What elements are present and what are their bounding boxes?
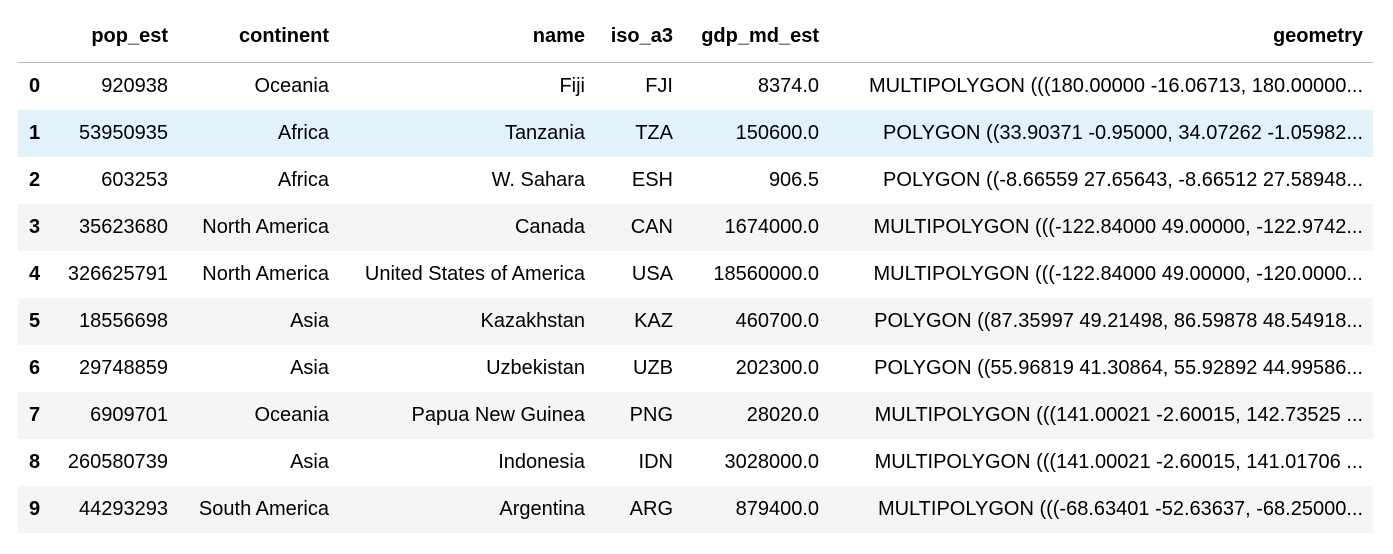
table-cell: FJI <box>645 75 673 97</box>
table-cell: MULTIPOLYGON (((180.00000 -16.06713, 180… <box>869 75 1363 97</box>
table-cell: 150600.0 <box>735 122 819 144</box>
table-cell: 29748859 <box>79 357 168 379</box>
table-cell: Africa <box>277 122 329 144</box>
table-cell: Asia <box>290 310 329 332</box>
table-cell: TZA <box>635 122 673 144</box>
table-cell: 920938 <box>101 75 168 97</box>
table-cell: PNG <box>629 404 673 426</box>
column-header: pop_est <box>55 10 178 63</box>
row-index: 6 <box>29 357 41 379</box>
table-cell: 879400.0 <box>735 498 819 520</box>
table-cell: Indonesia <box>498 451 585 473</box>
column-header: geometry <box>829 10 1373 63</box>
table-cell: 1674000.0 <box>724 216 819 238</box>
table-cell: Oceania <box>254 404 330 426</box>
table-cell: 53950935 <box>79 122 168 144</box>
table-cell: 906.5 <box>768 169 819 191</box>
row-index: 1 <box>29 122 41 144</box>
table-cell: 18560000.0 <box>713 263 819 285</box>
table-cell: North America <box>202 263 329 285</box>
table-cell: Asia <box>290 451 329 473</box>
table-cell: 3028000.0 <box>724 451 819 473</box>
table-cell: 603253 <box>101 169 168 191</box>
table-row: 4 326625791 North America United States of … <box>18 251 1373 298</box>
table-row: 3 35623680 North America Canada CAN 1674000.0… <box>18 204 1373 251</box>
table-cell: 28020.0 <box>746 404 819 426</box>
table-cell: Fiji <box>559 75 585 97</box>
table-cell: ARG <box>629 498 673 520</box>
table-cell: Oceania <box>254 75 330 97</box>
table-cell: POLYGON ((33.90371 -0.95000, 34.07262 -1… <box>883 122 1363 144</box>
table-cell: Kazakhstan <box>480 310 585 332</box>
table-cell: Africa <box>277 169 329 191</box>
table-row: 5 18556698 Asia Kazakhstan KAZ 460700.0 POLYGO… <box>18 298 1373 345</box>
table-cell: MULTIPOLYGON (((141.00021 -2.60015, 141.… <box>874 451 1363 473</box>
table-cell: ESH <box>631 169 673 191</box>
row-index: 8 <box>29 451 41 473</box>
table-cell: Papua New Guinea <box>411 404 585 426</box>
column-header: continent <box>178 10 339 63</box>
row-index: 7 <box>29 404 41 426</box>
table-cell: 202300.0 <box>735 357 819 379</box>
table-row: 1 53950935 Africa Tanzania TZA 150600.0 POLYGO… <box>18 110 1373 157</box>
table-cell: South America <box>198 498 329 520</box>
table-cell: CAN <box>630 216 673 238</box>
table-cell: 460700.0 <box>735 310 819 332</box>
index-header <box>18 10 55 63</box>
table-cell: W. Sahara <box>491 169 585 191</box>
table-cell: 35623680 <box>79 216 168 238</box>
table-cell: Argentina <box>499 498 585 520</box>
table-cell: USA <box>631 263 673 285</box>
table-cell: MULTIPOLYGON (((-122.84000 49.00000, -12… <box>873 263 1363 285</box>
table-cell: Tanzania <box>504 122 585 144</box>
table-row: 0 920938 Oceania Fiji FJI 8374.0 MULTIPOLYGON … <box>18 63 1373 111</box>
table-cell: Canada <box>514 216 585 238</box>
table-cell: MULTIPOLYGON (((-68.63401 -52.63637, -68… <box>877 498 1363 520</box>
table-cell: 8374.0 <box>757 75 819 97</box>
table-cell: KAZ <box>634 310 673 332</box>
table-cell: POLYGON ((87.35997 49.21498, 86.59878 48… <box>874 310 1363 332</box>
row-index: 3 <box>29 216 41 238</box>
table-cell: IDN <box>638 451 673 473</box>
table-row: 9 44293293 South America Argentina ARG 879400… <box>18 486 1373 533</box>
table-cell: United States of America <box>364 263 585 285</box>
table-cell: MULTIPOLYGON (((141.00021 -2.60015, 142.… <box>874 404 1363 426</box>
table-cell: MULTIPOLYGON (((-122.84000 49.00000, -12… <box>873 216 1363 238</box>
table-cell: Asia <box>290 357 329 379</box>
row-index: 4 <box>29 263 41 285</box>
table-cell: 44293293 <box>79 498 168 520</box>
table-cell: 260580739 <box>67 451 168 473</box>
table-cell: 326625791 <box>67 263 168 285</box>
table-cell: North America <box>202 216 329 238</box>
table-header: pop_est continent name iso_a3 gdp_md_est geom… <box>18 10 1373 63</box>
row-index: 0 <box>29 75 41 97</box>
dataframe-table: pop_est continent name iso_a3 gdp_md_est geom… <box>18 10 1373 533</box>
row-index: 9 <box>29 498 41 520</box>
row-index: 5 <box>29 310 41 332</box>
header-row: pop_est continent name iso_a3 gdp_md_est geom… <box>18 10 1373 63</box>
table-row: 7 6909701 Oceania Papua New Guinea PNG 28020.… <box>18 392 1373 439</box>
table-cell: Uzbekistan <box>486 357 585 379</box>
table-body: 0 920938 Oceania Fiji FJI 8374.0 MULTIPOLYGON … <box>18 63 1373 533</box>
column-header: gdp_md_est <box>683 10 829 63</box>
table-cell: POLYGON ((-8.66559 27.65643, -8.66512 27… <box>883 169 1363 191</box>
table-cell: POLYGON ((55.96819 41.30864, 55.92892 44… <box>874 357 1363 379</box>
table-cell: 18556698 <box>79 310 168 332</box>
table-row: 6 29748859 Asia Uzbekistan UZB 202300.0 POLYGO… <box>18 345 1373 392</box>
column-header: name <box>339 10 595 63</box>
table-cell: 6909701 <box>90 404 168 426</box>
table-row: 8 260580739 Asia Indonesia IDN 3028000.0 MULTI… <box>18 439 1373 486</box>
row-index: 2 <box>29 169 41 191</box>
table-cell: UZB <box>633 357 673 379</box>
column-header: iso_a3 <box>595 10 683 63</box>
table-row: 2 603253 Africa W. Sahara ESH 906.5 POLYGON ((… <box>18 157 1373 204</box>
